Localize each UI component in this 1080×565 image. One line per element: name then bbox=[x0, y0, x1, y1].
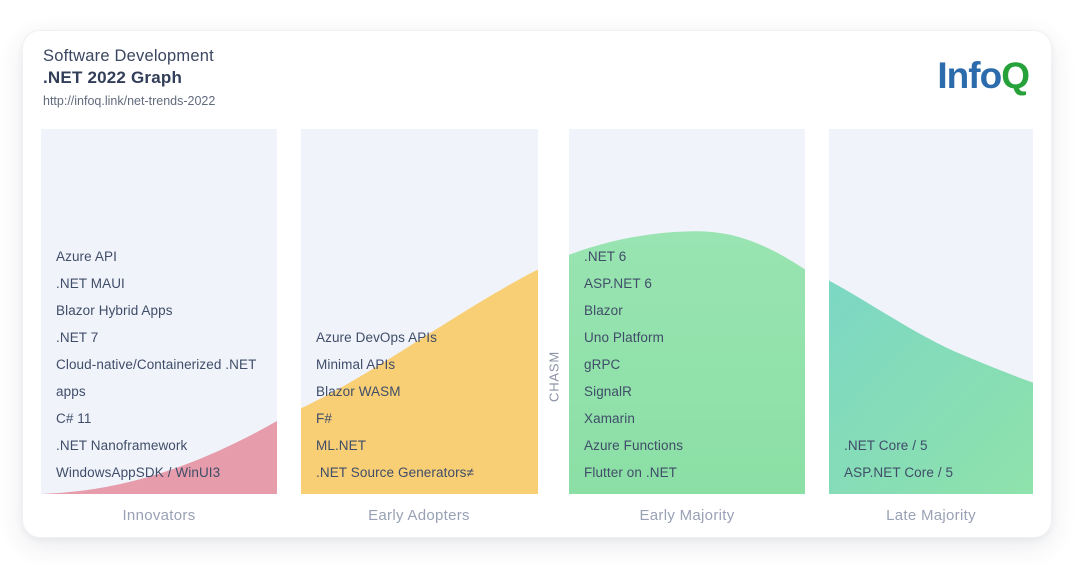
trends-card: Software Development .NET 2022 Graph htt… bbox=[22, 30, 1052, 538]
header: Software Development .NET 2022 Graph htt… bbox=[43, 47, 215, 108]
stage-panel-early-adopters: Azure DevOps APIs Minimal APIs Blazor WASM… bbox=[301, 129, 538, 494]
stage-item: C# 11 bbox=[56, 411, 92, 426]
adoption-curve-innovators bbox=[41, 421, 277, 494]
stage-items-early-adopters: Azure DevOps APIs Minimal APIs Blazor WASM… bbox=[301, 324, 538, 494]
infoq-logo-q: Q bbox=[1001, 55, 1030, 96]
stage-item: .NET Nanoframework bbox=[56, 438, 188, 453]
stage-item: F# bbox=[316, 411, 332, 426]
stage-item: Flutter on .NET bbox=[584, 465, 678, 480]
stage-item: .NET 7 bbox=[56, 330, 99, 345]
stage-label-early-adopters: Early Adopters bbox=[368, 507, 470, 524]
stage-item: SignalR bbox=[584, 384, 632, 399]
stage-item: Minimal APIs bbox=[316, 357, 396, 372]
stage-item: .NET Core / 5 bbox=[844, 438, 928, 453]
stage-item: Azure API bbox=[56, 249, 117, 264]
stage-label-innovators: Innovators bbox=[122, 507, 196, 524]
trends-url: http://infoq.link/net-trends-2022 bbox=[43, 94, 216, 108]
page-title: .NET 2022 Graph bbox=[43, 68, 183, 87]
stage-panel-innovators: Azure API .NET MAUI Blazor Hybrid Apps .NET… bbox=[41, 129, 277, 494]
stage-panel-late-majority: .NET Core / 5 ASP.NET Core / 5 bbox=[829, 129, 1033, 494]
stage-item: Uno Platform bbox=[584, 330, 664, 345]
stage-item: Xamarin bbox=[584, 411, 635, 426]
stage-panel-early-majority: .NET 6 ASP.NET 6 Blazor Uno Platform gRPC Sig… bbox=[569, 129, 805, 494]
infoq-logo[interactable]: InfoQ bbox=[937, 55, 1030, 97]
stage-item: gRPC bbox=[584, 357, 621, 372]
infoq-logo-info: Info bbox=[937, 55, 1002, 96]
stage-item: Azure Functions bbox=[584, 438, 684, 453]
stage-item: .NET 6 bbox=[584, 249, 627, 264]
stage-item: Blazor WASM bbox=[316, 384, 401, 399]
stage-items-early-majority: .NET 6 ASP.NET 6 Blazor Uno Platform gRPC Sig… bbox=[569, 243, 805, 494]
header-category: Software Development bbox=[43, 47, 214, 65]
curve-fill-early-majority bbox=[569, 231, 805, 494]
stage-items-innovators: Azure API .NET MAUI Blazor Hybrid Apps .NET… bbox=[41, 243, 277, 494]
curve-fill-early-adopters bbox=[301, 269, 538, 494]
adoption-curve-late-majority bbox=[829, 280, 1033, 494]
curve-fill-late-majority bbox=[829, 280, 1033, 494]
curve-fill-innovators bbox=[41, 421, 277, 494]
stage-item: ASP.NET Core / 5 bbox=[844, 465, 954, 480]
stage-label-early-majority: Early Majority bbox=[639, 507, 735, 524]
stage-item: WindowsAppSDK / WinUI3 bbox=[56, 465, 221, 480]
chasm-label: CHASM bbox=[546, 351, 562, 402]
adoption-curve-early-majority bbox=[569, 231, 805, 494]
stage-item: Azure DevOps APIs bbox=[316, 330, 437, 345]
stage-label-late-majority: Late Majority bbox=[886, 507, 976, 524]
stage-item: ML.NET bbox=[316, 438, 367, 453]
stage-item: Cloud-native/Containerized .NET apps bbox=[56, 357, 257, 399]
stage-item: Blazor bbox=[584, 303, 623, 318]
stage-items-late-majority: .NET Core / 5 ASP.NET Core / 5 bbox=[829, 432, 1033, 494]
stage-item: Blazor Hybrid Apps bbox=[56, 303, 173, 318]
stage-item: .NET Source Generators≠ bbox=[316, 465, 475, 480]
stage-item: ASP.NET 6 bbox=[584, 276, 652, 291]
stage-item: .NET MAUI bbox=[56, 276, 125, 291]
adoption-curve-early-adopters bbox=[301, 269, 538, 494]
